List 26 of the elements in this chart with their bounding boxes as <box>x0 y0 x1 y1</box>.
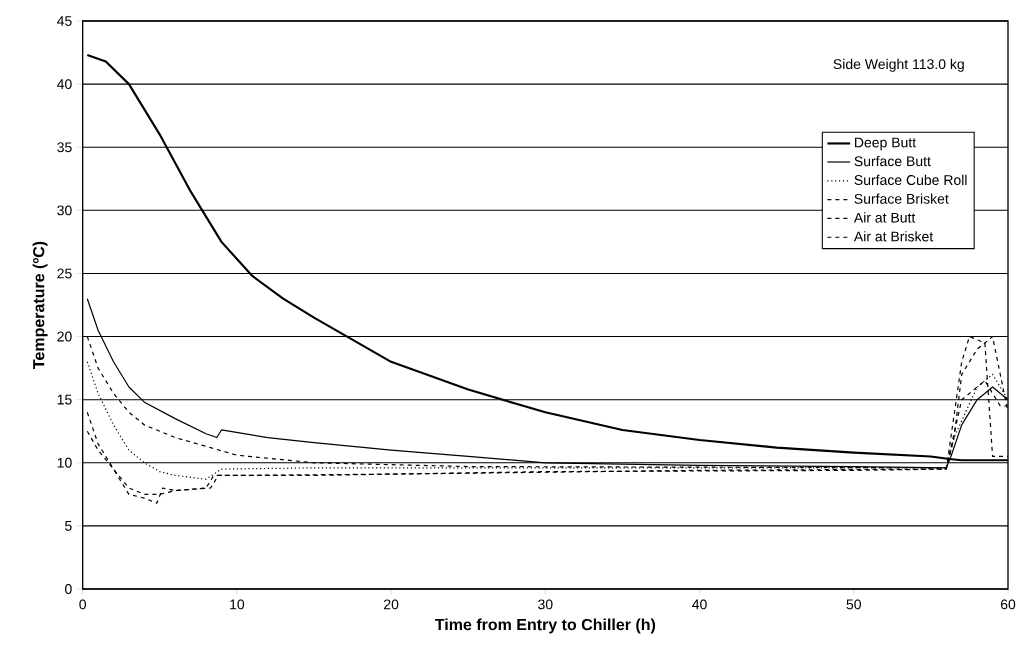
y-tick-label: 30 <box>57 205 72 216</box>
x-tick-label: 0 <box>79 599 87 610</box>
y-tick-label: 25 <box>57 268 72 279</box>
x-axis-title: Time from Entry to Chiller (h) <box>435 618 656 634</box>
x-tick-label: 60 <box>1000 599 1016 610</box>
x-tick-label: 20 <box>384 599 399 610</box>
y-tick-label: 5 <box>65 521 72 531</box>
legend-label: Deep Butt <box>855 137 917 151</box>
legend-label: Air at Brisket <box>853 231 934 242</box>
y-tick-label: 35 <box>57 142 72 153</box>
x-tick-label: 30 <box>538 599 553 610</box>
legend-label: Surface Brisket <box>854 193 949 204</box>
x-tick-label: 40 <box>692 599 707 610</box>
y-tick-label: 45 <box>57 16 72 26</box>
y-tick-label: 40 <box>57 79 72 90</box>
x-tick-label: 50 <box>846 599 862 610</box>
y-tick-label: 20 <box>57 331 72 342</box>
y-tick-label: 10 <box>57 457 72 468</box>
y-axis-title: Temperature (ºC) <box>32 241 48 369</box>
y-tick-label: 0 <box>65 584 72 594</box>
annotation: Side Weight 113.0 kg <box>833 58 964 72</box>
x-tick-label: 10 <box>230 599 245 610</box>
legend-label: Surface Cube Roll <box>854 174 967 186</box>
legend-label: Air at Butt <box>853 212 916 223</box>
legend-label: Surface Butt <box>854 155 931 167</box>
y-tick-label: 15 <box>57 394 72 405</box>
